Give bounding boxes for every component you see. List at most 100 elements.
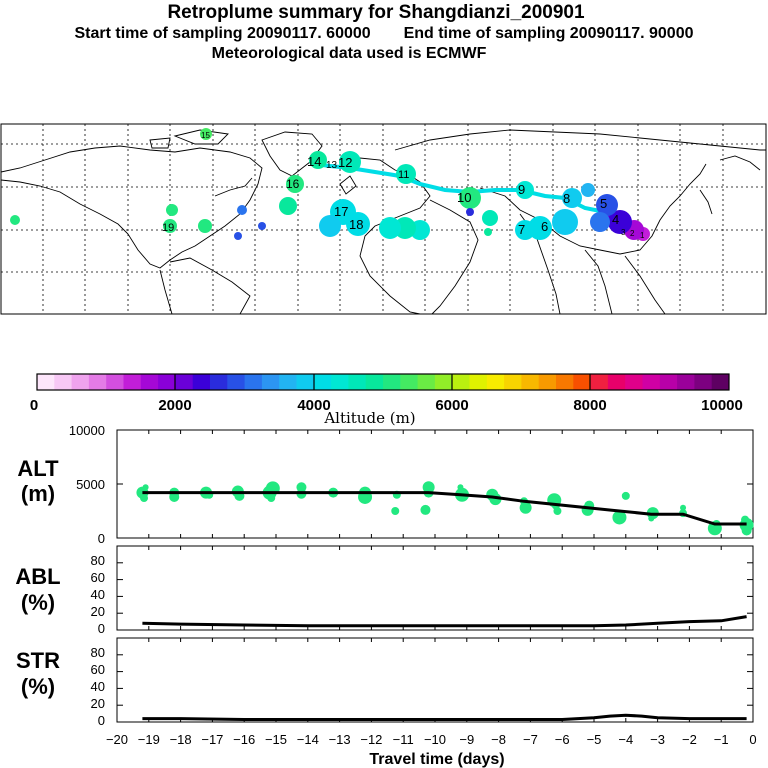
map-frame [0,123,767,315]
colorbar-cell [192,374,211,390]
x-axis-label: Travel time (days) [369,751,504,768]
alt-scatter-point [391,507,400,515]
alt-unit: (m) [21,481,55,506]
colorbar-label: Altitude (m) [323,409,415,427]
x-tick-label: −2 [682,732,697,747]
colorbar-cell [71,374,90,390]
colorbar-cell [607,374,626,390]
colorbar-tick: 6000 [435,397,468,414]
colorbar-cell [452,374,470,390]
str-ytick: 80 [91,645,105,660]
alt-scatter-point [267,494,276,503]
alt-scatter-point [420,504,431,515]
alt-ytick: 10000 [69,423,105,438]
plume-label: 18 [349,217,363,232]
colorbar-cell [417,374,436,390]
colorbar-cell [140,374,159,390]
plume-cluster [166,204,178,216]
alt-scatter-point [519,501,532,514]
colorbar-cell [313,374,332,390]
colorbar-frame [36,373,730,391]
alt-scatter-point [296,482,307,493]
colorbar-cell [659,374,678,390]
plume-cluster [339,151,361,173]
colorbar-tick: 8000 [573,397,606,414]
series-lines [142,491,747,721]
altitude-colorbar: 0 2000 4000 6000 8000 10000 Altitude (m) [30,373,743,427]
colorbar-tick: 4000 [297,397,330,414]
plume-label: 3 [621,228,626,237]
map: 15 14 13 12 11 10 9 8 7 6 5 4 3 2 1 16 1… [0,123,767,315]
chart-title: Retroplume summary for Shangdianzi_20090… [167,2,585,23]
colorbar-cell [227,374,245,390]
colorbar-cell [106,374,124,390]
plume-label: 1 [640,231,645,240]
x-tick-label: −13 [329,732,351,747]
plume-labels: 15 14 13 12 11 10 9 8 7 6 5 4 3 2 1 16 1… [162,131,645,240]
plume-cluster [459,187,481,209]
alt-ytick: 0 [98,531,105,546]
plume-cluster [516,181,534,199]
plume-cluster [466,208,474,216]
colorbar-cell [694,374,713,390]
abl-ytick: 20 [91,604,105,619]
abl-series-line [142,615,747,628]
abl-ytick: 80 [91,553,105,568]
abl-ytick: 60 [91,570,105,585]
alt-scatter [136,481,754,536]
alt-scatter-point [422,481,435,494]
x-tick-label: −9 [459,732,474,747]
colorbar-cell [642,374,661,390]
colorbar-cell [625,374,643,390]
colorbar-cells [37,374,730,390]
colorbar-cell [54,374,72,390]
x-tick-label: −1 [714,732,729,747]
colorbar-cell [210,374,228,390]
colorbar-cell [504,374,522,390]
colorbar-major-ticks [174,374,591,390]
plume-cluster [484,228,492,236]
x-tick-label: −3 [650,732,665,747]
colorbar-cell [556,374,574,390]
plume-label: 19 [162,222,174,234]
plume-cluster [10,215,20,225]
str-panel-frame [116,637,754,723]
met-data-label: Meteorological data used is ECMWF [211,45,487,62]
alt-panel-frame [116,429,754,539]
x-tick-label: −15 [265,732,287,747]
x-tick-label: −5 [587,732,602,747]
colorbar-cell [123,374,142,390]
colorbar-cell [296,374,315,390]
x-tick-label: −19 [138,732,160,747]
plume-cluster [581,183,595,197]
plume-clusters [10,128,650,241]
alt-scatter-point [553,507,562,515]
x-tick-labels: −20 −19 −18 −17 −16 −15 −14 −13 −12 −11 −10 −9 −8 −7−… [106,732,757,747]
colorbar-tick-labels: 0 2000 4000 6000 8000 10000 [30,397,743,414]
colorbar-cell [348,374,367,390]
alt-scatter-point [142,484,149,491]
alt-scatter-point [741,525,752,536]
colorbar-cell [469,374,488,390]
colorbar-cell [88,374,107,390]
str-ytick: 60 [91,662,105,677]
plume-cluster [552,209,578,235]
plume-cluster [200,128,212,140]
x-tick-label: −11 [393,732,414,747]
plume-cluster [562,188,582,208]
str-ytick: 20 [91,696,105,711]
plume-label: 16 [286,177,300,191]
plume-cluster [286,175,304,193]
plume-label: 11 [398,169,409,181]
x-tick-label: 0 [749,732,756,747]
plume-label: 17 [334,204,348,219]
plume-label: 10 [457,190,471,205]
x-tick-label: −14 [297,732,319,747]
plume-label: 14 [307,154,321,169]
alt-scatter-point [169,491,180,502]
plume-cluster [163,219,177,233]
colorbar-cell [261,374,280,390]
abl-ytick: 0 [98,621,105,636]
plume-cluster [515,220,535,240]
alt-label: ALT [17,456,59,481]
